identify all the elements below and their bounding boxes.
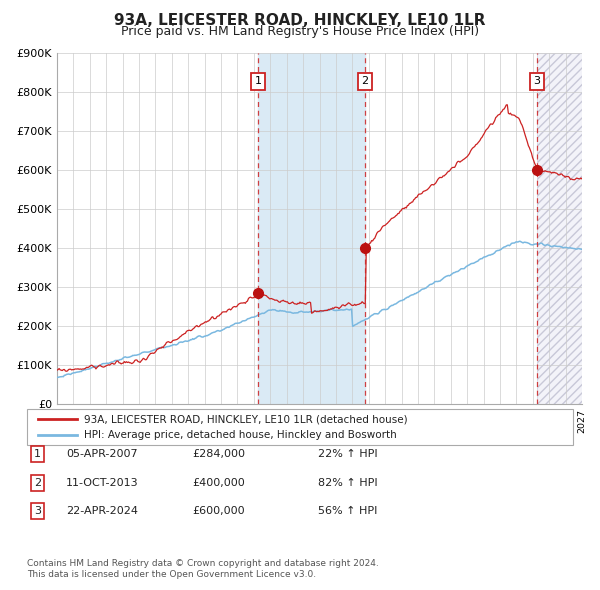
Text: 3: 3 <box>34 506 41 516</box>
Text: 3: 3 <box>533 76 541 86</box>
Text: HPI: Average price, detached house, Hinckley and Bosworth: HPI: Average price, detached house, Hinc… <box>84 430 397 440</box>
Text: 22-APR-2024: 22-APR-2024 <box>66 506 138 516</box>
Text: 22% ↑ HPI: 22% ↑ HPI <box>318 450 377 459</box>
Text: 2: 2 <box>362 76 368 86</box>
Text: 05-APR-2007: 05-APR-2007 <box>66 450 137 459</box>
Text: 1: 1 <box>34 450 41 459</box>
Text: 11-OCT-2013: 11-OCT-2013 <box>66 478 139 487</box>
Text: 93A, LEICESTER ROAD, HINCKLEY, LE10 1LR (detached house): 93A, LEICESTER ROAD, HINCKLEY, LE10 1LR … <box>84 414 407 424</box>
Text: 2: 2 <box>34 478 41 487</box>
Bar <box>537 53 582 404</box>
Text: £600,000: £600,000 <box>192 506 245 516</box>
Text: Contains HM Land Registry data © Crown copyright and database right 2024.
This d: Contains HM Land Registry data © Crown c… <box>27 559 379 579</box>
Text: £284,000: £284,000 <box>192 450 245 459</box>
Text: 93A, LEICESTER ROAD, HINCKLEY, LE10 1LR: 93A, LEICESTER ROAD, HINCKLEY, LE10 1LR <box>114 13 486 28</box>
Text: Price paid vs. HM Land Registry's House Price Index (HPI): Price paid vs. HM Land Registry's House … <box>121 25 479 38</box>
Text: £400,000: £400,000 <box>192 478 245 487</box>
Text: 56% ↑ HPI: 56% ↑ HPI <box>318 506 377 516</box>
Text: 1: 1 <box>254 76 262 86</box>
Text: 82% ↑ HPI: 82% ↑ HPI <box>318 478 377 487</box>
Bar <box>537 53 582 404</box>
Bar <box>258 53 365 404</box>
